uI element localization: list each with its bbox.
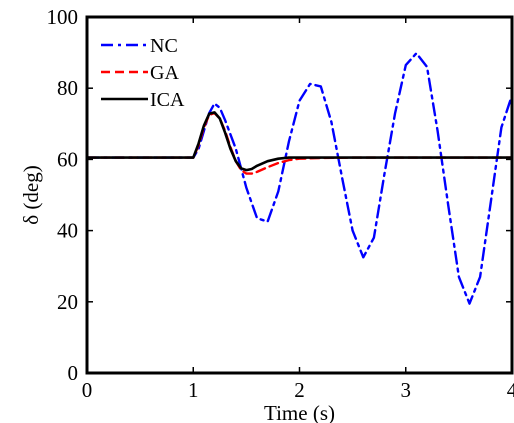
legend-label-nc: NC [150,35,178,57]
y-tick-label: 100 [47,5,79,29]
x-tick-label: 4 [507,378,514,402]
legend-label-ica: ICA [150,89,185,111]
series-line-nc [85,52,514,305]
x-tick-label: 0 [82,378,93,402]
y-axis-label: δ (deg) [19,165,43,224]
x-tick-label: 3 [401,378,412,402]
legend: NC GA ICA [101,35,185,111]
y-tick-label: 40 [57,219,78,243]
y-tick-label: 60 [57,147,78,171]
series-layer [85,52,514,305]
y-tick-label: 0 [68,361,79,385]
x-axis-label: Time (s) [264,401,335,423]
series-line-ga [85,111,514,175]
legend-label-ga: GA [150,62,179,84]
x-tick-label: 2 [294,378,305,402]
x-tick-label: 1 [188,378,199,402]
y-tick-label: 80 [57,76,78,100]
y-tick-label: 20 [57,290,78,314]
series-line-ica [85,111,514,172]
